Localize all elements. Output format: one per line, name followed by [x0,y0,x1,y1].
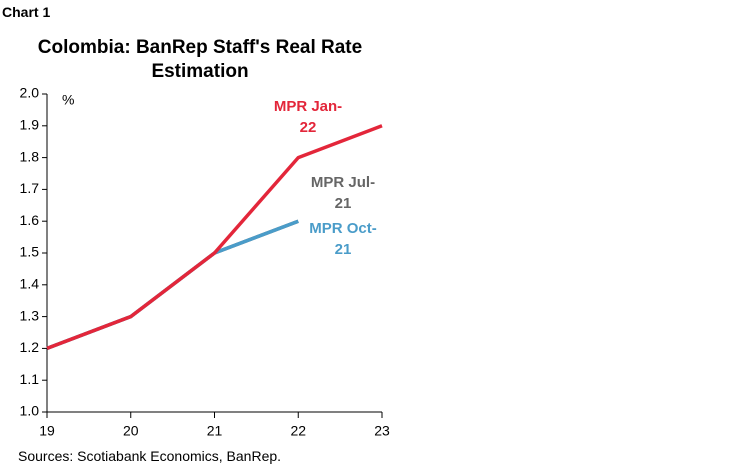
y-tick-label: 1.7 [20,180,40,196]
y-tick-label: 1.1 [20,371,40,387]
series-label: MPR Jul-21 [310,174,376,212]
x-tick-label: 22 [290,423,306,439]
y-tick-label: 1.4 [20,276,40,292]
y-tick-label: 1.2 [20,339,40,355]
y-tick-label: 1.0 [20,403,40,419]
x-tick-label: 23 [374,423,390,439]
y-tick-label: 1.3 [20,307,40,323]
source-note: Sources: Scotiabank Economics, BanRep. [18,448,282,464]
y-tick-label: 1.8 [20,148,40,164]
line [46,124,383,351]
y-tick-label: 1.6 [20,212,40,228]
chart-header: Chart 1 [2,4,51,20]
y-tick-label: 1.5 [20,244,40,260]
series-label: MPR Jan-22 [273,98,343,136]
y-tick-label: 2.0 [20,85,40,101]
y-unit: % [62,92,74,108]
chart-title: Colombia: BanRep Staff's Real Rate Estim… [37,37,363,82]
x-tick-label: 19 [39,423,55,439]
x-tick-label: 20 [123,423,139,439]
series-label: MPR Oct-21 [309,220,377,258]
x-tick-label: 21 [207,423,223,439]
y-tick-label: 1.9 [20,117,40,133]
